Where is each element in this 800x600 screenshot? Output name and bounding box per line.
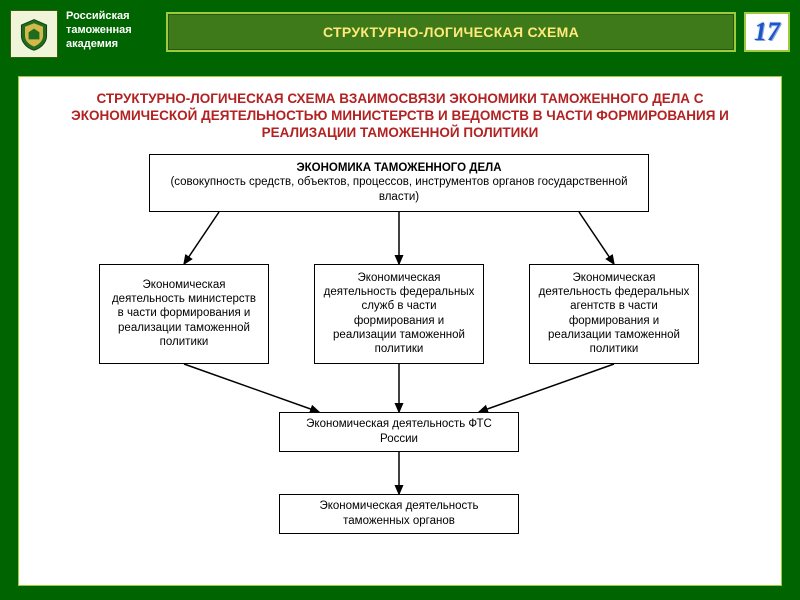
organization-name: Российская таможенная академия xyxy=(66,8,158,78)
content-panel: СТРУКТУРНО-ЛОГИЧЕСКАЯ СХЕМА ВЗАИМОСВЯЗИ … xyxy=(18,76,782,586)
flowchart-node-fed_agencies: Экономическая деятельность федеральных а… xyxy=(529,264,699,364)
flowchart-node-fts: Экономическая деятельность ФТС России xyxy=(279,412,519,452)
slide-title-text: СТРУКТУРНО-ЛОГИЧЕСКАЯ СХЕМА xyxy=(323,24,579,40)
edge-fed_agencies-to-fts xyxy=(479,364,614,412)
node-title: ЭКОНОМИКА ТАМОЖЕННОГО ДЕЛА xyxy=(296,161,501,175)
flowchart-node-root: ЭКОНОМИКА ТАМОЖЕННОГО ДЕЛА(совокупность … xyxy=(149,154,649,212)
slide-title-bar: СТРУКТУРНО-ЛОГИЧЕСКАЯ СХЕМА xyxy=(166,12,736,52)
node-text: Экономическая деятельность федеральных а… xyxy=(538,271,690,357)
flowchart-node-fed_services: Экономическая деятельность федеральных с… xyxy=(314,264,484,364)
flowchart-diagram: ЭКОНОМИКА ТАМОЖЕННОГО ДЕЛА(совокупность … xyxy=(29,154,771,554)
page-number: 17 xyxy=(754,17,780,47)
emblem-icon xyxy=(10,10,58,58)
node-text: Экономическая деятельность ФТС России xyxy=(288,417,510,446)
flowchart-node-ministries: Экономическая деятельность министерств в… xyxy=(99,264,269,364)
flowchart-node-customs_bodies: Экономическая деятельность таможенных ор… xyxy=(279,494,519,534)
page-number-box: 17 xyxy=(744,12,790,52)
slide-header: Российская таможенная академия СТРУКТУРН… xyxy=(0,0,800,78)
node-text: Экономическая деятельность министерств в… xyxy=(108,278,260,350)
edge-root-to-ministries xyxy=(184,212,219,264)
edge-ministries-to-fts xyxy=(184,364,319,412)
node-text: Экономическая деятельность таможенных ор… xyxy=(288,499,510,528)
slide: Российская таможенная академия СТРУКТУРН… xyxy=(0,0,800,600)
node-text: Экономическая деятельность федеральных с… xyxy=(323,271,475,357)
edge-root-to-fed_agencies xyxy=(579,212,614,264)
node-subtitle: (совокупность средств, объектов, процесс… xyxy=(158,175,640,204)
main-heading: СТРУКТУРНО-ЛОГИЧЕСКАЯ СХЕМА ВЗАИМОСВЯЗИ … xyxy=(50,91,750,142)
